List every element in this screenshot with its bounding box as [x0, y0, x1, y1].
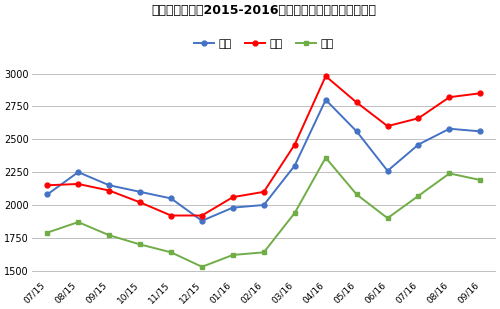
- Line: 鉢坤: 鉢坤: [45, 155, 483, 269]
- 热卷: [446, 95, 452, 99]
- 螺纹: [322, 98, 328, 102]
- 鉢坤: [446, 171, 452, 175]
- 鉢坤: [322, 156, 328, 159]
- 热卷: [230, 195, 236, 199]
- 螺纹: [44, 193, 51, 196]
- 鉢坤: [384, 216, 390, 220]
- 热卷: [354, 101, 360, 104]
- 鉢坤: [75, 220, 81, 224]
- 热卷: [106, 189, 112, 193]
- Line: 螺纹: 螺纹: [45, 97, 483, 223]
- 鉢坤: [106, 233, 112, 237]
- 热卷: [75, 182, 81, 186]
- 螺纹: [75, 170, 81, 174]
- 螺纹: [230, 206, 236, 210]
- 螺纹: [106, 184, 112, 187]
- 鉢坤: [416, 194, 422, 198]
- 鉢坤: [137, 243, 143, 246]
- Legend: 螺纹, 热卷, 鉢坤: 螺纹, 热卷, 鉢坤: [190, 35, 338, 53]
- 鉢坤: [478, 178, 484, 182]
- 螺纹: [354, 129, 360, 133]
- 螺纹: [292, 164, 298, 167]
- 鉢坤: [168, 251, 174, 254]
- 热卷: [384, 124, 390, 128]
- Line: 热卷: 热卷: [45, 74, 483, 218]
- 热卷: [137, 201, 143, 204]
- 螺纹: [199, 219, 205, 222]
- 热卷: [478, 91, 484, 95]
- 鉢坤: [199, 265, 205, 269]
- 鉢坤: [261, 251, 267, 254]
- 螺纹: [384, 169, 390, 173]
- 热卷: [44, 184, 51, 187]
- 鉢坤: [292, 211, 298, 215]
- 热卷: [322, 74, 328, 78]
- 热卷: [261, 190, 267, 194]
- 螺纹: [168, 197, 174, 200]
- 螺纹: [261, 203, 267, 207]
- 螺纹: [478, 129, 484, 133]
- 鉢坤: [44, 231, 51, 235]
- 热卷: [292, 143, 298, 146]
- 鉢坤: [230, 253, 236, 257]
- 热卷: [168, 214, 174, 217]
- Title: 《自由锂鐵网》2015-2016年度全国锂材月度均价走势图: 《自由锂鐵网》2015-2016年度全国锂材月度均价走势图: [152, 4, 376, 17]
- 螺纹: [416, 143, 422, 146]
- 螺纹: [446, 127, 452, 131]
- 鉢坤: [354, 193, 360, 196]
- 热卷: [199, 214, 205, 217]
- 热卷: [416, 116, 422, 120]
- 螺纹: [137, 190, 143, 194]
